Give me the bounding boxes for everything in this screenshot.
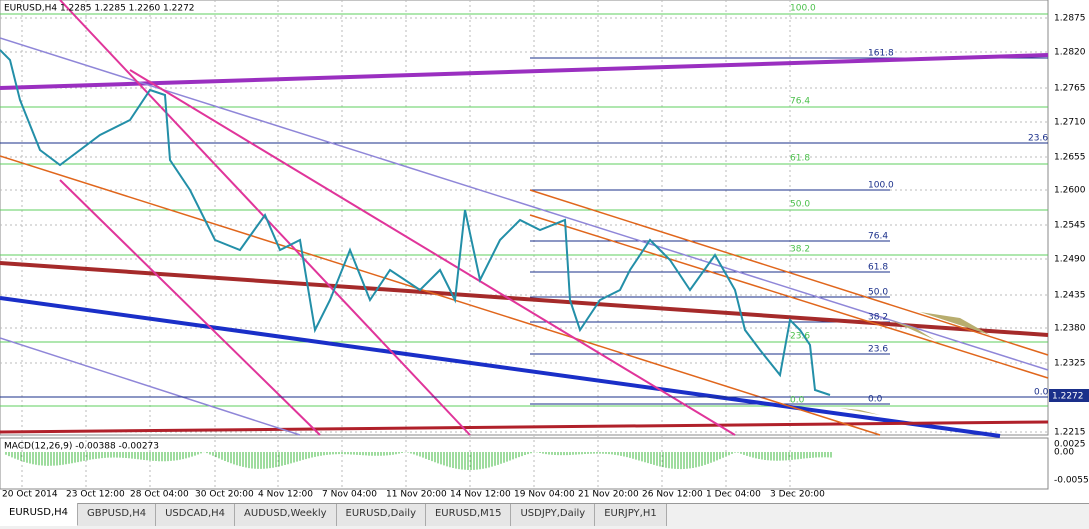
trend-line (0, 37, 1049, 371)
fib-label: 76.4 (790, 97, 810, 107)
macd-axis-label: 0.00 (1054, 448, 1074, 458)
fib-label: 100.0 (868, 181, 894, 191)
price-label: 1.2215 (1054, 428, 1086, 438)
time-label: 4 Nov 12:00 (258, 490, 313, 500)
fib-label: 50.0 (790, 200, 810, 210)
trend-line (0, 296, 1001, 438)
price-label: 1.2600 (1054, 186, 1086, 196)
time-label: 11 Nov 20:00 (386, 490, 447, 500)
fib-label: 100.0 (790, 4, 816, 14)
time-label: 20 Oct 2014 (2, 490, 58, 500)
price-label: 1.2710 (1054, 118, 1086, 128)
fib-label: 50.0 (868, 288, 888, 298)
chart-tab[interactable]: USDCAD,H4 (156, 504, 236, 526)
time-label: 1 Dec 04:00 (706, 490, 761, 500)
time-label: 30 Oct 20:00 (195, 490, 254, 500)
price-label: 1.2490 (1054, 255, 1086, 265)
fib-label: 23.6 (1028, 134, 1048, 144)
trend-line (59, 179, 321, 436)
chart-tab[interactable]: EURJPY,H1 (595, 504, 667, 526)
price-label: 1.2435 (1054, 291, 1086, 301)
fib-label: 23.6 (790, 332, 810, 342)
price-label: 1.2380 (1054, 324, 1086, 334)
fib-label: 38.2 (868, 313, 888, 323)
chart-tab[interactable]: EURUSD,H4 (0, 503, 79, 526)
price-label: 1.2545 (1054, 221, 1086, 231)
chart-tab[interactable]: EURUSD,M15 (425, 504, 512, 526)
pattern (840, 408, 880, 415)
price-label: 1.2820 (1054, 48, 1086, 58)
time-label: 3 Dec 20:00 (770, 490, 825, 500)
trend-line (529, 214, 1049, 379)
fib-label: 0.0 (868, 395, 883, 405)
price-line (0, 49, 831, 396)
time-label: 19 Nov 04:00 (514, 490, 575, 500)
chart-window: EURUSD,H4 1.2285 1.2285 1.2260 1.2272 MA… (0, 0, 1089, 500)
fib-label: 38.2 (790, 245, 810, 255)
fib-label: 23.6 (868, 345, 888, 355)
price-label: 1.2875 (1054, 14, 1086, 24)
fib-label: 61.8 (868, 263, 888, 273)
current-price: 1.2272 (1052, 392, 1084, 402)
grid (0, 0, 1048, 489)
time-label: 14 Nov 12:00 (450, 490, 511, 500)
tab-bar: EURUSD,H4 GBPUSD,H4 USDCAD,H4 AUDUSD,Weekly… (0, 503, 1089, 529)
chart-tab[interactable]: GBPUSD,H4 (78, 504, 157, 526)
macd-pane (0, 437, 1049, 490)
fib-label: 0.0 (790, 396, 805, 406)
current-price-box (1049, 389, 1089, 402)
macd-axis-label: -0.00555 (1054, 476, 1089, 486)
time-label: 28 Oct 04:00 (130, 490, 189, 500)
trend-line (129, 69, 736, 436)
time-label: 26 Nov 12:00 (642, 490, 703, 500)
macd-histogram (5, 452, 832, 470)
price-label: 1.2765 (1054, 84, 1086, 94)
price-label: 1.2325 (1054, 359, 1086, 369)
pattern (920, 312, 990, 335)
time-label: 21 Nov 20:00 (578, 490, 639, 500)
trend-line (0, 337, 301, 436)
chart-tab[interactable]: USDJPY,Daily (511, 504, 596, 526)
chart-tab[interactable]: EURUSD,Daily (336, 504, 426, 526)
time-label: 7 Nov 04:00 (322, 490, 377, 500)
trend-line (0, 155, 881, 436)
trend-line (529, 189, 1049, 356)
price-label: 1.2655 (1054, 153, 1086, 163)
trend-line (0, 53, 1049, 90)
fib-label: 61.8 (790, 154, 810, 164)
fib-label: 76.4 (868, 232, 888, 242)
macd-axis-label: 0.0025 (1054, 440, 1086, 450)
window-title: EURUSD,H4 1.2285 1.2285 1.2260 1.2272 (4, 4, 195, 14)
macd-label: MACD(12,26,9) -0.00388 -0.00273 (4, 442, 159, 452)
fib-label: 0.0 (1034, 388, 1049, 398)
time-label: 23 Oct 12:00 (66, 490, 125, 500)
pattern (890, 320, 935, 340)
trend-line (0, 420, 1049, 434)
chart-tab[interactable]: AUDUSD,Weekly (235, 504, 337, 526)
fib-label: 161.8 (868, 49, 894, 59)
